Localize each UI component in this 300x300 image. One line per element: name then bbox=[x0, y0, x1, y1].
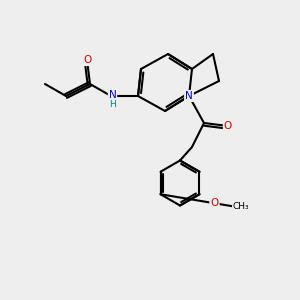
Text: N: N bbox=[185, 91, 193, 101]
Text: O: O bbox=[224, 121, 232, 131]
Text: CH₃: CH₃ bbox=[232, 202, 249, 211]
Text: N: N bbox=[109, 89, 116, 100]
Text: O: O bbox=[83, 55, 91, 65]
Text: O: O bbox=[210, 198, 219, 208]
Text: H: H bbox=[109, 100, 116, 109]
